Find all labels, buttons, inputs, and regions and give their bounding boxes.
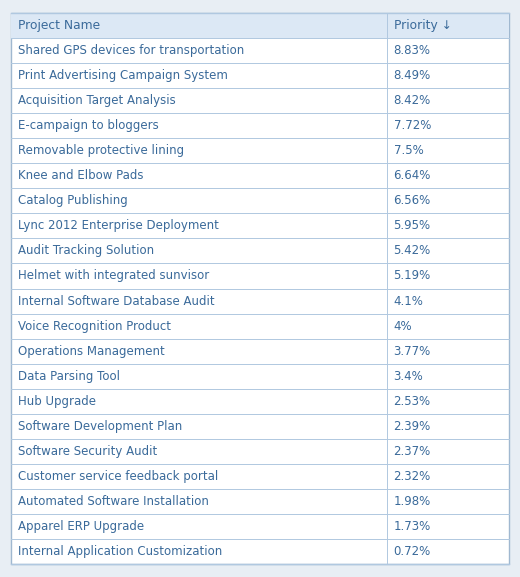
Text: Operations Management: Operations Management [18, 344, 165, 358]
Text: Internal Software Database Audit: Internal Software Database Audit [18, 294, 215, 308]
Text: 4%: 4% [394, 320, 412, 332]
Text: Software Development Plan: Software Development Plan [18, 420, 183, 433]
Text: 5.95%: 5.95% [394, 219, 431, 233]
Text: 5.19%: 5.19% [394, 269, 431, 283]
Text: 2.39%: 2.39% [394, 420, 431, 433]
Text: 8.49%: 8.49% [394, 69, 431, 82]
Text: Hub Upgrade: Hub Upgrade [18, 395, 96, 408]
Text: Internal Application Customization: Internal Application Customization [18, 545, 223, 559]
Text: Acquisition Target Analysis: Acquisition Target Analysis [18, 94, 176, 107]
Text: Voice Recognition Product: Voice Recognition Product [18, 320, 171, 332]
Text: Software Security Audit: Software Security Audit [18, 445, 158, 458]
Text: 8.83%: 8.83% [394, 44, 431, 57]
Text: Helmet with integrated sunvisor: Helmet with integrated sunvisor [18, 269, 210, 283]
Text: 3.77%: 3.77% [394, 344, 431, 358]
Text: 5.42%: 5.42% [394, 245, 431, 257]
Text: Audit Tracking Solution: Audit Tracking Solution [18, 245, 154, 257]
Text: Data Parsing Tool: Data Parsing Tool [18, 370, 120, 383]
Text: 2.53%: 2.53% [394, 395, 431, 408]
Text: 8.42%: 8.42% [394, 94, 431, 107]
Text: 3.4%: 3.4% [394, 370, 423, 383]
Text: 6.64%: 6.64% [394, 169, 431, 182]
Text: 4.1%: 4.1% [394, 294, 423, 308]
Text: Removable protective lining: Removable protective lining [18, 144, 184, 157]
Text: 6.56%: 6.56% [394, 194, 431, 207]
Text: 2.32%: 2.32% [394, 470, 431, 483]
Text: Automated Software Installation: Automated Software Installation [18, 495, 209, 508]
Text: 1.73%: 1.73% [394, 520, 431, 533]
Text: Lync 2012 Enterprise Deployment: Lync 2012 Enterprise Deployment [18, 219, 219, 233]
Text: Print Advertising Campaign System: Print Advertising Campaign System [18, 69, 228, 82]
Text: Customer service feedback portal: Customer service feedback portal [18, 470, 218, 483]
Text: Priority ↓: Priority ↓ [394, 18, 451, 32]
Text: 7.72%: 7.72% [394, 119, 431, 132]
Text: Shared GPS devices for transportation: Shared GPS devices for transportation [18, 44, 244, 57]
Text: Project Name: Project Name [18, 18, 100, 32]
Text: 2.37%: 2.37% [394, 445, 431, 458]
Text: Knee and Elbow Pads: Knee and Elbow Pads [18, 169, 144, 182]
Bar [11, 13, 509, 38]
Text: Apparel ERP Upgrade: Apparel ERP Upgrade [18, 520, 145, 533]
Text: 7.5%: 7.5% [394, 144, 423, 157]
Text: Catalog Publishing: Catalog Publishing [18, 194, 128, 207]
Text: 0.72%: 0.72% [394, 545, 431, 559]
Text: E-campaign to bloggers: E-campaign to bloggers [18, 119, 159, 132]
Text: 1.98%: 1.98% [394, 495, 431, 508]
